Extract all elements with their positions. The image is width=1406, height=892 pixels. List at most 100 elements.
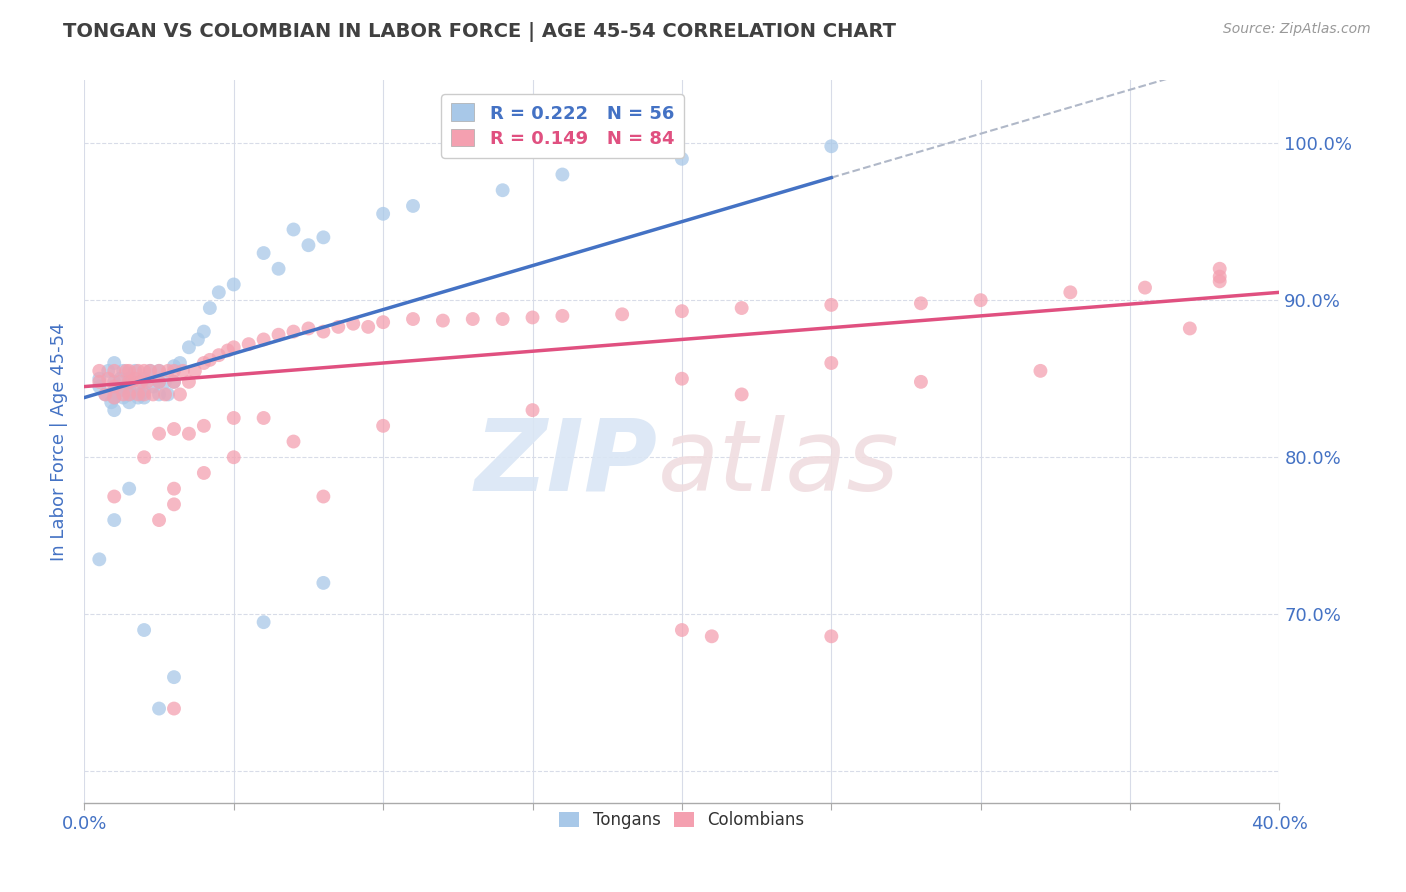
Point xyxy=(1178,321,1201,335)
Point xyxy=(118,383,141,397)
Point xyxy=(153,375,176,389)
Point xyxy=(103,356,125,370)
Point xyxy=(402,312,425,326)
Point xyxy=(551,309,574,323)
Point xyxy=(103,403,125,417)
Point xyxy=(163,670,186,684)
Point xyxy=(89,379,111,393)
Point xyxy=(163,359,186,373)
Text: TONGAN VS COLOMBIAN IN LABOR FORCE | AGE 45-54 CORRELATION CHART: TONGAN VS COLOMBIAN IN LABOR FORCE | AGE… xyxy=(63,22,896,42)
Point xyxy=(118,375,141,389)
Point xyxy=(177,426,200,441)
Point xyxy=(432,313,454,327)
Point xyxy=(193,325,215,339)
Point xyxy=(148,426,170,441)
Point xyxy=(184,364,207,378)
Point xyxy=(253,333,276,347)
Point xyxy=(253,615,276,630)
Point xyxy=(267,261,290,276)
Point xyxy=(103,391,125,405)
Point xyxy=(115,379,138,393)
Point xyxy=(136,375,159,389)
Point xyxy=(127,391,149,405)
Point xyxy=(157,364,180,378)
Point xyxy=(671,623,693,637)
Point xyxy=(461,312,484,326)
Point xyxy=(148,387,170,401)
Point xyxy=(820,139,842,153)
Text: ZIP: ZIP xyxy=(475,415,658,512)
Point xyxy=(1133,280,1156,294)
Point xyxy=(253,411,276,425)
Point xyxy=(139,364,162,378)
Point xyxy=(132,364,156,378)
Point xyxy=(172,364,194,378)
Point xyxy=(177,375,200,389)
Point xyxy=(89,364,111,378)
Point xyxy=(970,293,993,308)
Point xyxy=(103,375,125,389)
Point xyxy=(312,575,335,590)
Point xyxy=(103,490,125,504)
Point xyxy=(163,701,186,715)
Point xyxy=(1209,261,1232,276)
Point xyxy=(103,384,125,399)
Point xyxy=(222,340,245,354)
Point xyxy=(112,387,135,401)
Point xyxy=(148,364,170,378)
Point xyxy=(910,296,932,310)
Point xyxy=(112,391,135,405)
Point xyxy=(1029,364,1052,378)
Legend: Tongans, Colombians: Tongans, Colombians xyxy=(551,803,813,838)
Point xyxy=(124,364,146,378)
Point xyxy=(100,395,122,409)
Point xyxy=(163,375,186,389)
Point xyxy=(522,403,544,417)
Point xyxy=(129,375,152,389)
Point xyxy=(118,482,141,496)
Point xyxy=(169,387,191,401)
Point xyxy=(1209,274,1232,288)
Point xyxy=(1059,285,1081,300)
Point xyxy=(103,513,125,527)
Point xyxy=(198,301,221,315)
Point xyxy=(312,325,335,339)
Point xyxy=(163,364,186,378)
Point xyxy=(222,277,245,292)
Point xyxy=(118,375,141,389)
Point xyxy=(148,701,170,715)
Point xyxy=(148,513,170,527)
Point xyxy=(198,352,221,367)
Point xyxy=(118,372,141,386)
Point xyxy=(163,422,186,436)
Point xyxy=(163,497,186,511)
Point xyxy=(193,466,215,480)
Point xyxy=(820,356,842,370)
Point xyxy=(124,372,146,386)
Point xyxy=(297,321,319,335)
Point xyxy=(112,364,135,378)
Point xyxy=(148,375,170,389)
Point xyxy=(118,395,141,409)
Point xyxy=(222,411,245,425)
Text: Source: ZipAtlas.com: Source: ZipAtlas.com xyxy=(1223,22,1371,37)
Point xyxy=(312,490,335,504)
Point xyxy=(127,364,149,378)
Point xyxy=(94,387,117,401)
Point xyxy=(910,375,932,389)
Point xyxy=(373,207,395,221)
Point xyxy=(103,364,125,378)
Point xyxy=(169,356,191,370)
Point xyxy=(208,285,231,300)
Point xyxy=(671,152,693,166)
Point xyxy=(97,372,120,386)
Point xyxy=(163,375,186,389)
Y-axis label: In Labor Force | Age 45-54: In Labor Force | Age 45-54 xyxy=(49,322,67,561)
Point xyxy=(148,375,170,389)
Point xyxy=(297,238,319,252)
Point xyxy=(222,450,245,465)
Point xyxy=(142,379,165,393)
Point xyxy=(551,168,574,182)
Point xyxy=(267,327,290,342)
Point xyxy=(402,199,425,213)
